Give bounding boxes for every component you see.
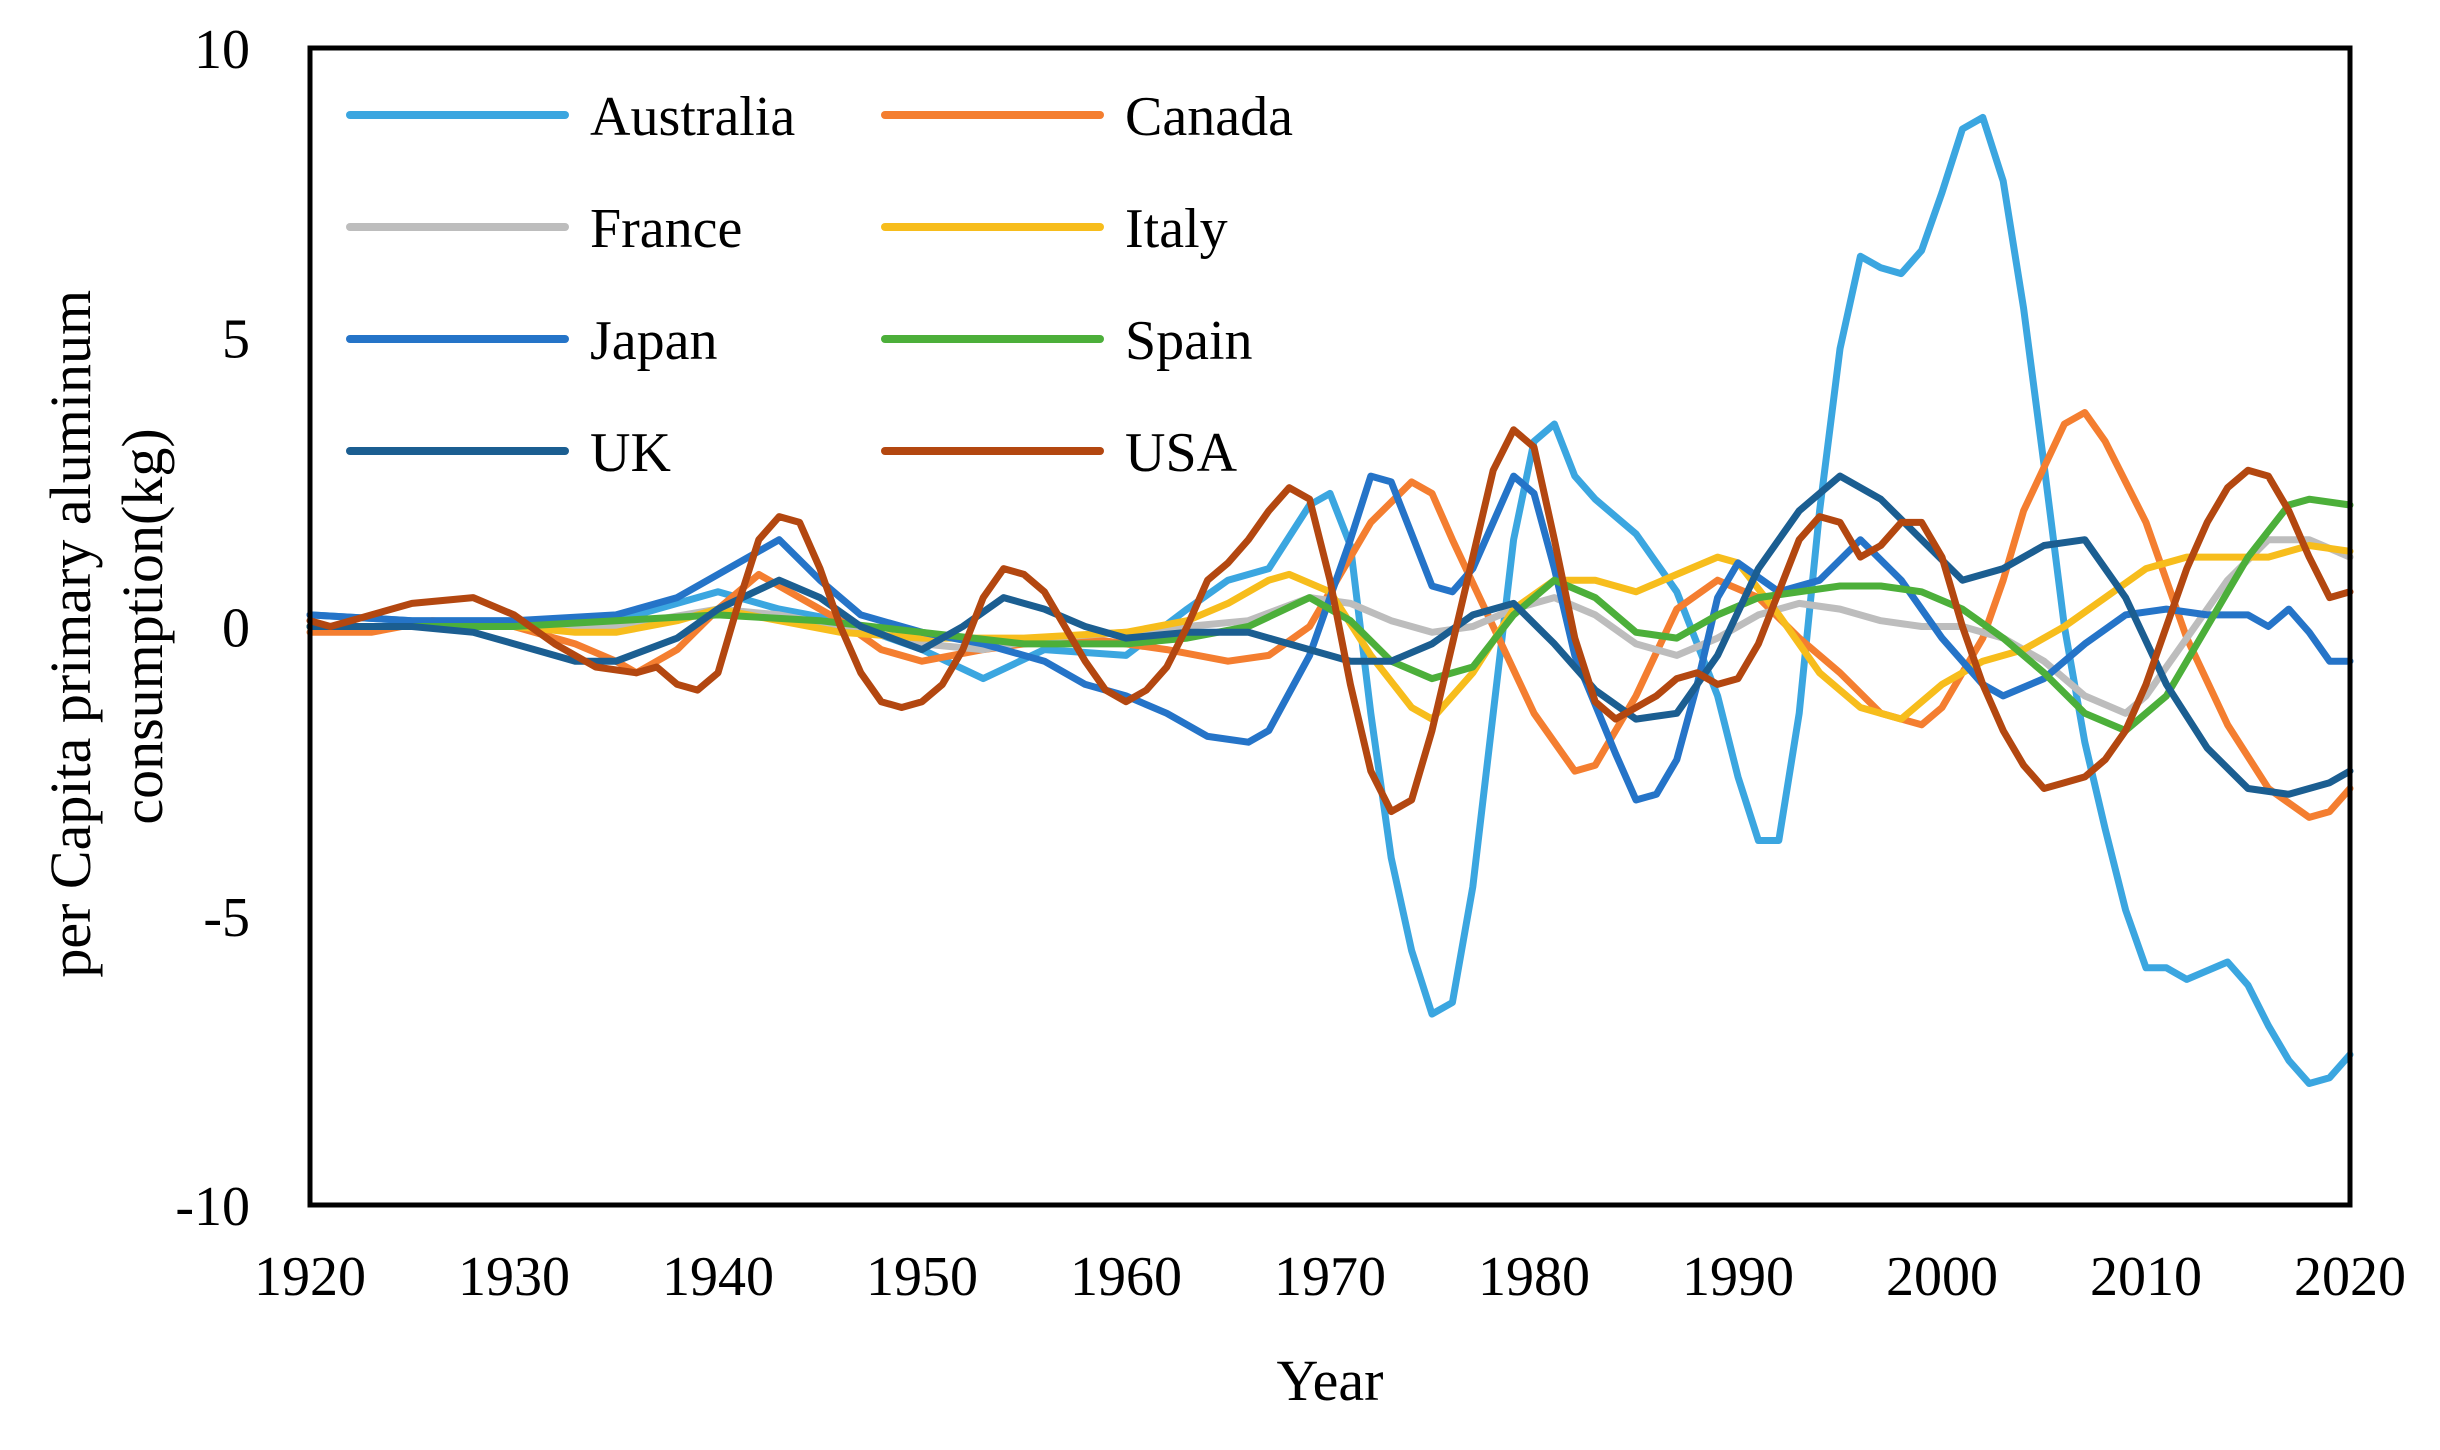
x-tick-label: 1950	[866, 1246, 978, 1308]
series-layer	[306, 113, 2354, 1087]
legend-label-italy: Italy	[1125, 198, 1228, 260]
x-axis-title: Year	[1277, 1348, 1384, 1413]
y-tick-label: 10	[194, 19, 250, 81]
x-tick-label: 1930	[458, 1246, 570, 1308]
x-tick-label: 1990	[1682, 1246, 1794, 1308]
series-line-france	[306, 536, 2354, 717]
y-tick-label: 5	[222, 308, 250, 370]
y-axis-ticks: 10 5 0 -5 -10	[175, 19, 250, 1238]
x-tick-label: 2010	[2090, 1246, 2202, 1308]
x-tick-label: 1940	[662, 1246, 774, 1308]
x-tick-label: 2020	[2294, 1246, 2406, 1308]
y-axis-title-line-1: per Capita primary aluminum	[38, 290, 103, 978]
legend-label-japan: Japan	[590, 310, 718, 372]
y-axis-title-line-2: consumption(kg)	[110, 428, 175, 824]
y-axis-title: per Capita primary aluminum consumption(…	[38, 275, 175, 977]
legend-label-usa: USA	[1125, 422, 1238, 484]
legend-label-australia: Australia	[590, 86, 795, 148]
legend: Australia Canada France Italy Japan Spain UK US…	[346, 86, 1293, 484]
x-tick-label: 2000	[1886, 1246, 1998, 1308]
legend-label-france: France	[590, 198, 742, 260]
legend-label-canada: Canada	[1125, 86, 1293, 148]
x-tick-label: 1970	[1274, 1246, 1386, 1308]
x-axis-ticks: 1920 1930 1940 1950 1960 1970 1980 1990 2000 2010…	[254, 1246, 2406, 1308]
y-tick-label: -10	[175, 1176, 250, 1238]
legend-label-spain: Spain	[1125, 310, 1253, 372]
series-line-usa	[306, 426, 2354, 816]
plot-area-frame	[307, 45, 2353, 1208]
x-tick-label: 1960	[1070, 1246, 1182, 1308]
y-tick-label: 0	[222, 598, 250, 660]
x-tick-label: 1920	[254, 1246, 366, 1308]
legend-label-uk: UK	[590, 422, 671, 484]
x-tick-label: 1980	[1478, 1246, 1590, 1308]
y-tick-label: -5	[203, 887, 250, 949]
